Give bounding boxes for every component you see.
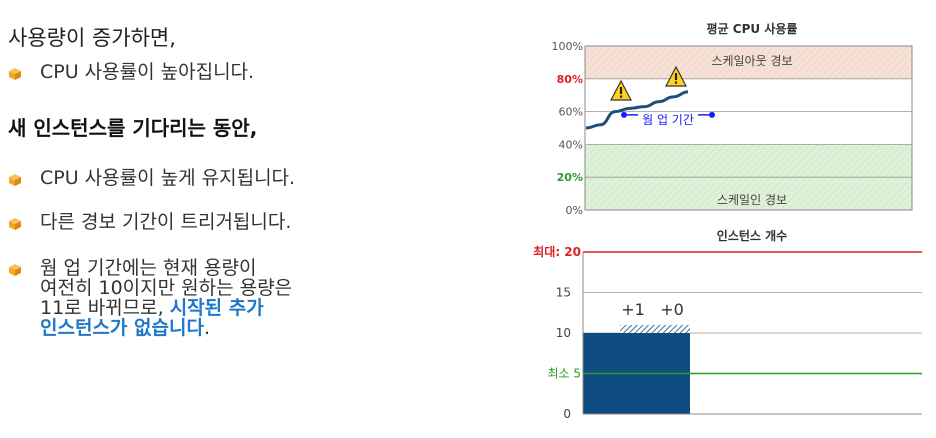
bullet4-line3-highlight: 시작된 추가 [169,297,264,319]
warmup-period-label: 웜 업 기간 [642,113,694,127]
cpu-series-line [585,90,689,130]
cpu-tick-label: 20% [557,171,583,184]
section-heading: 새 인스턴스를 기다리는 동안, [8,116,258,140]
warmup-end-dot [709,111,715,118]
cube-bullet-icon [8,217,22,231]
bullet-item-3: 다른 경보 기간이 트리거됩니다. [8,212,291,232]
bullet4-line3-plain: 11로 바뀌므로, [40,297,170,319]
bullet-item-4: 웜 업 기간에는 현재 용량이 여전히 10이지만 원하는 용량은 11로 바뀌… [8,258,292,338]
instance-y-ticks: 0 10 15 [556,286,571,422]
bullet-text-4: 웜 업 기간에는 현재 용량이 여전히 10이지만 원하는 용량은 11로 바뀌… [40,258,292,338]
warmup-start-dot [621,111,627,118]
cpu-plot-frame [584,45,913,211]
intro-line: 사용량이 증가하면, [8,26,176,50]
cube-bullet-icon [8,173,22,187]
instance-count-chart: 인스턴스 개수 0 10 15 최대: 20 최소 5 +1 +0 [533,228,922,421]
instance-tick-label: 10 [556,326,571,340]
cpu-tick-label: 40% [559,138,583,151]
cpu-tick-label: 80% [557,73,583,86]
warning-icon [610,79,632,101]
cpu-tick-label: 100% [552,40,583,53]
cpu-chart-title: 평균 CPU 사용률 [707,21,798,36]
bullet4-line2: 여전히 10이지만 원하는 용량은 [40,277,293,299]
max-capacity-label: 최대: 20 [533,244,581,259]
bullet-text-2: CPU 사용률이 높게 유지됩니다. [40,167,296,189]
cpu-utilization-chart: 평균 CPU 사용률 0% 20% 40% 60% 80% 100% 스케일아웃 경보 스… [552,21,913,217]
instance-chart-title: 인스턴스 개수 [717,228,787,243]
bullet4-line4: 인스턴스가 없습니다. [40,318,292,338]
cpu-y-ticks: 0% 20% 40% 60% 80% 100% [552,40,583,217]
bullet-text-3: 다른 경보 기간이 트리거됩니다. [40,211,292,233]
scaleout-alarm-label: 스케일아웃 경보 [711,54,792,68]
cpu-tick-label: 0% [566,204,583,217]
warning-icon [665,65,687,87]
min-capacity-label: 최소 5 [547,367,581,381]
bar-annotation-plus0: +0 [660,300,684,319]
bullet4-line3: 11로 바뀌므로, 시작된 추가 [40,298,292,318]
cube-bullet-icon [8,263,22,277]
instance-tick-label: 15 [556,286,571,300]
bullet4-line1: 웜 업 기간에는 현재 용량이 [40,257,257,279]
bullet-text-1: CPU 사용률이 높아집니다. [40,61,255,83]
cube-bullet-icon [8,67,22,81]
bullet4-line4-highlight: 인스턴스가 없습니다 [40,317,204,339]
bullet-item-2: CPU 사용률이 높게 유지됩니다. [8,168,295,188]
scaleout-alarm-zone [585,46,912,79]
pending-capacity-bar [620,324,690,333]
instance-tick-label: 0 [563,407,571,421]
warmup-label-bg [638,112,698,127]
bullet-item-1: CPU 사용률이 높아집니다. [8,62,254,82]
cpu-tick-label: 60% [559,106,583,119]
scalein-alarm-label: 스케일인 경보 [717,193,787,207]
bar-annotation-plus1: +1 [621,300,645,319]
bullet4-line4-end: . [203,317,210,339]
